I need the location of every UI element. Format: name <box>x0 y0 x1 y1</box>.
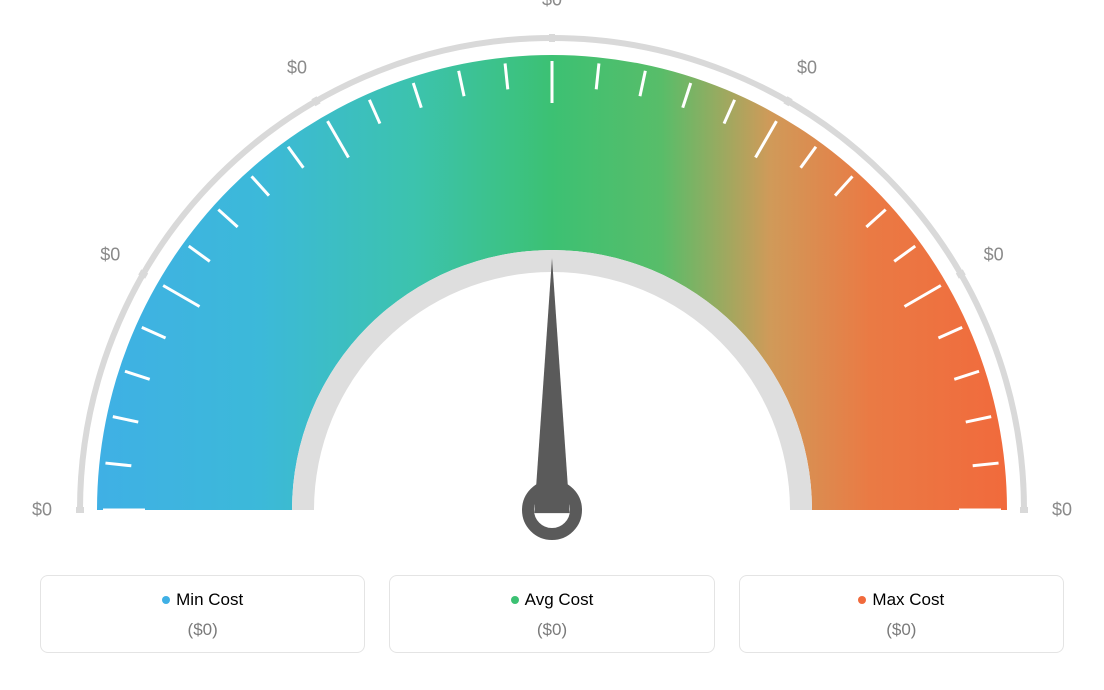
legend-row: Min Cost ($0) Avg Cost ($0) Max Cost ($0… <box>40 575 1064 653</box>
dot-icon <box>511 596 519 604</box>
legend-label: Min Cost <box>176 590 243 609</box>
legend-title-max: Max Cost <box>750 590 1053 610</box>
legend-card-max: Max Cost ($0) <box>739 575 1064 653</box>
legend-value-max: ($0) <box>750 620 1053 640</box>
legend-title-avg: Avg Cost <box>400 590 703 610</box>
legend-card-avg: Avg Cost ($0) <box>389 575 714 653</box>
legend-label: Max Cost <box>872 590 944 609</box>
legend-value-min: ($0) <box>51 620 354 640</box>
legend-label: Avg Cost <box>525 590 594 609</box>
gauge-tick-label: $0 <box>287 58 307 79</box>
gauge-tick-label: $0 <box>100 245 120 266</box>
gauge-tick-label: $0 <box>32 500 52 521</box>
gauge-svg <box>0 0 1104 560</box>
gauge-tick-label: $0 <box>797 58 817 79</box>
gauge-tick-label: $0 <box>984 245 1004 266</box>
gauge-tick-label: $0 <box>1052 500 1072 521</box>
gauge-tick-label: $0 <box>542 0 562 11</box>
dot-icon <box>162 596 170 604</box>
legend-title-min: Min Cost <box>51 590 354 610</box>
gauge-area: $0 $0 $0 $0 $0 $0 $0 <box>0 0 1104 560</box>
legend-card-min: Min Cost ($0) <box>40 575 365 653</box>
cost-gauge-chart: $0 $0 $0 $0 $0 $0 $0 Min Cost ($0) Avg Cost ($… <box>0 0 1104 690</box>
legend-value-avg: ($0) <box>400 620 703 640</box>
dot-icon <box>858 596 866 604</box>
